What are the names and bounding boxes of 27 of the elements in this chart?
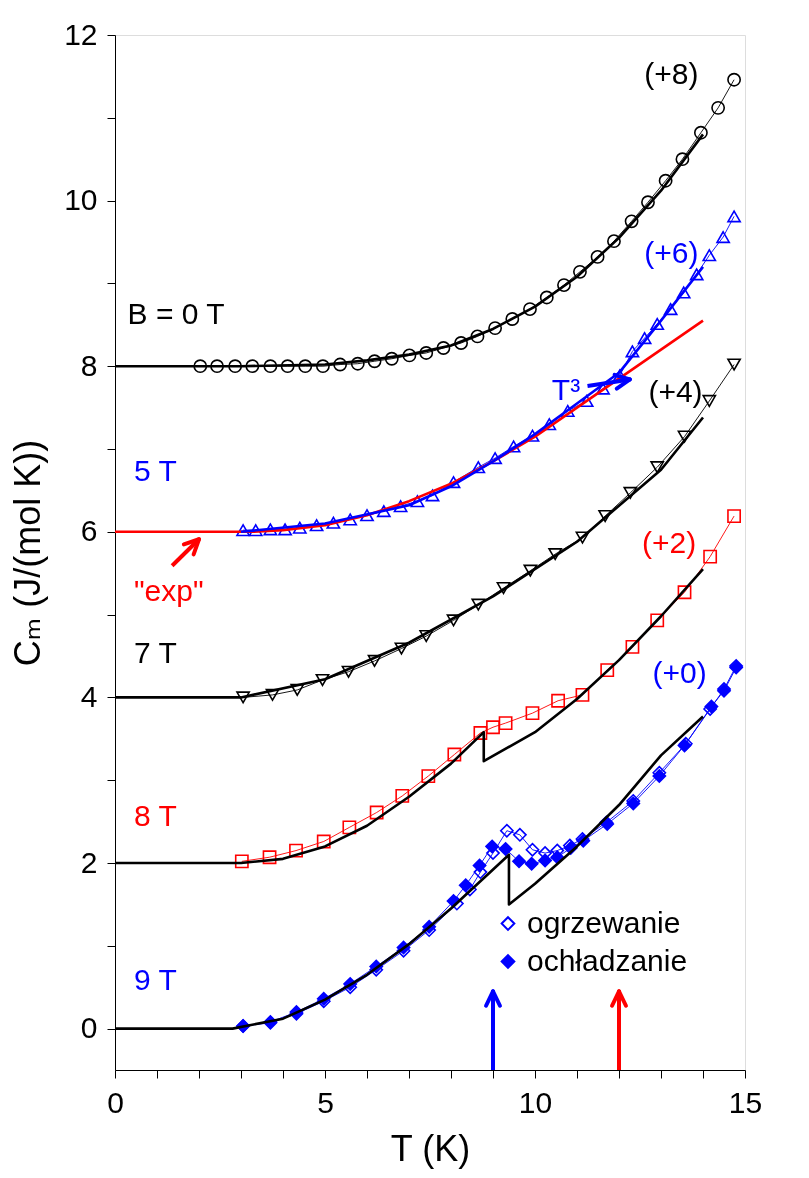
y-tick-label: 12	[64, 17, 98, 51]
x-tick-label: 10	[518, 1085, 553, 1119]
y-tick-label: 6	[80, 514, 98, 548]
y-tick-label: 4	[80, 679, 98, 713]
annotation: (+0)	[652, 656, 707, 690]
annotation: (+4)	[648, 374, 703, 408]
annotation: 5 T	[133, 454, 177, 488]
legend-label: ogrzewanie	[527, 905, 681, 939]
annotation: 7 T	[133, 636, 177, 670]
y-tick-label: 10	[64, 183, 98, 217]
x-tick-label: 15	[728, 1085, 763, 1119]
y-tick-label: 2	[80, 845, 98, 879]
annotation: 9 T	[133, 963, 177, 997]
x-axis-title: T (K)	[390, 1127, 471, 1169]
annotation: B = 0 T	[127, 296, 225, 330]
legend-label: ochładzanie	[527, 943, 688, 977]
annotation: "exp"	[133, 574, 204, 608]
annotation: (+2)	[642, 526, 697, 560]
annotation: T³	[551, 373, 581, 407]
x-tick-label: 5	[317, 1085, 334, 1119]
annotation: (+6)	[644, 236, 699, 270]
annotation: 8 T	[133, 798, 177, 832]
y-tick-label: 0	[80, 1011, 98, 1045]
x-tick-label: 0	[107, 1085, 124, 1119]
y-tick-label: 8	[80, 348, 98, 382]
annotation: (+8)	[644, 56, 699, 90]
y-axis-title: Cₘ (J/(mol K))	[7, 439, 49, 667]
